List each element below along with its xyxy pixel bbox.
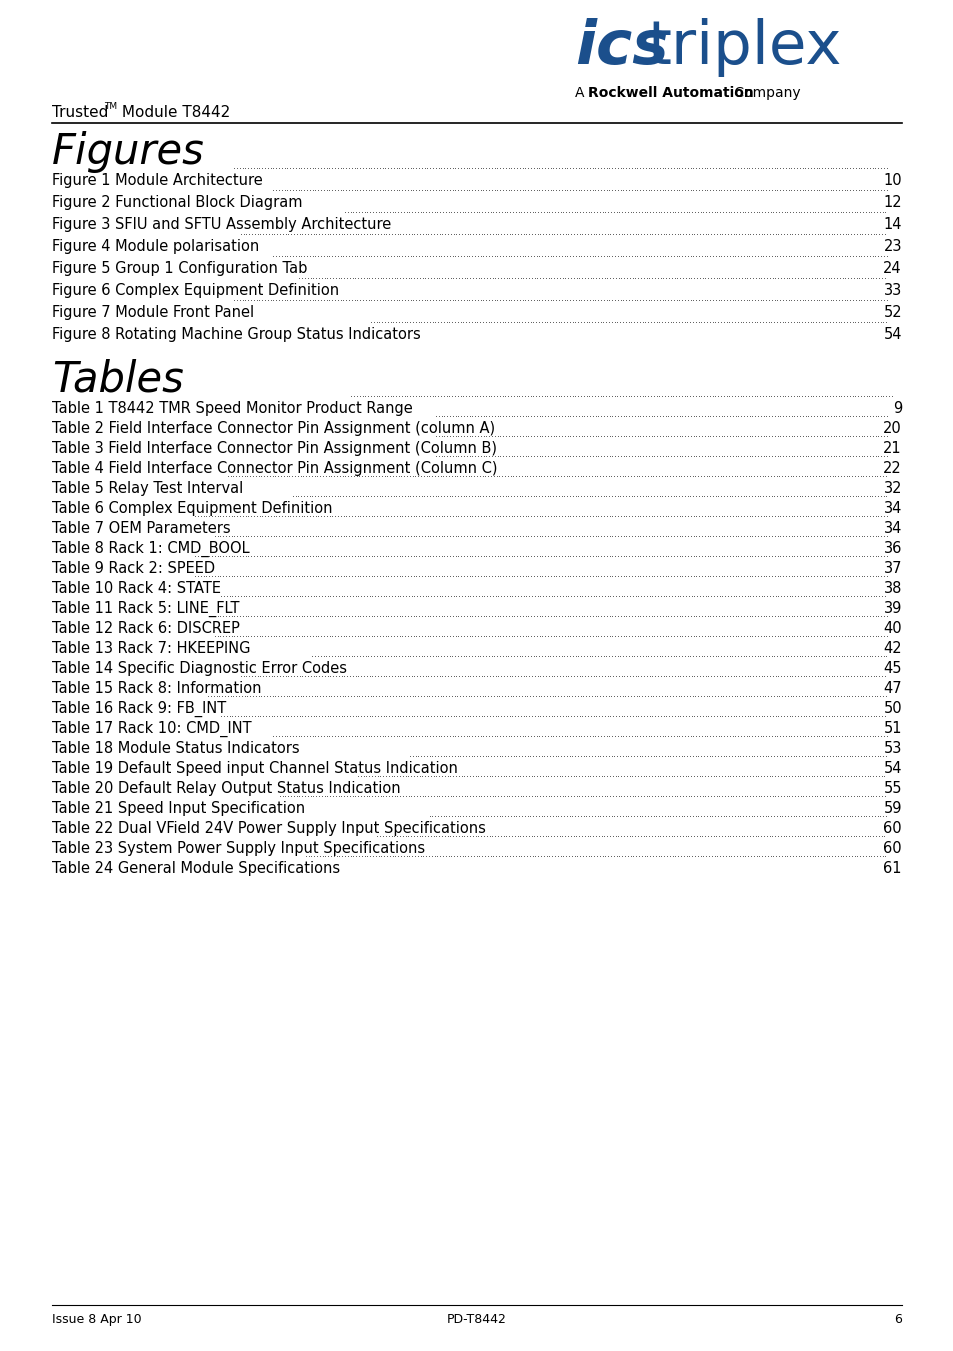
Text: Table 2 Field Interface Connector Pin Assignment (column A): Table 2 Field Interface Connector Pin As…: [52, 422, 495, 436]
Text: Table 12 Rack 6: DISCREP: Table 12 Rack 6: DISCREP: [52, 621, 244, 636]
Text: Figure 1 Module Architecture: Figure 1 Module Architecture: [52, 173, 262, 188]
Text: Table 15 Rack 8: Information: Table 15 Rack 8: Information: [52, 681, 266, 696]
Text: 34: 34: [882, 501, 901, 516]
Text: Figure 6 Complex Equipment Definition: Figure 6 Complex Equipment Definition: [52, 282, 343, 299]
Text: Table 14 Specific Diagnostic Error Codes: Table 14 Specific Diagnostic Error Codes: [52, 661, 347, 676]
Text: Table 13 Rack 7: HKEEPING: Table 13 Rack 7: HKEEPING: [52, 640, 251, 657]
Text: 54: 54: [882, 327, 901, 342]
Text: Trusted: Trusted: [52, 105, 109, 120]
Text: 37: 37: [882, 561, 901, 576]
Text: 38: 38: [882, 581, 901, 596]
Text: 52: 52: [882, 305, 901, 320]
Text: Figures: Figures: [52, 131, 205, 173]
Text: Table 20 Default Relay Output Status Indication: Table 20 Default Relay Output Status Ind…: [52, 781, 400, 796]
Text: 24: 24: [882, 261, 901, 276]
Text: Module T8442: Module T8442: [117, 105, 230, 120]
Text: 34: 34: [882, 521, 901, 536]
Text: 9: 9: [892, 401, 901, 416]
Text: Table 24 General Module Specifications: Table 24 General Module Specifications: [52, 861, 344, 875]
Text: Table 18 Module Status Indicators: Table 18 Module Status Indicators: [52, 740, 304, 757]
Text: Tables: Tables: [52, 359, 184, 401]
Text: Figure 4 Module polarisation: Figure 4 Module polarisation: [52, 239, 264, 254]
Text: 6: 6: [893, 1313, 901, 1325]
Text: 23: 23: [882, 239, 901, 254]
Text: Table 16 Rack 9: FB_INT: Table 16 Rack 9: FB_INT: [52, 701, 231, 717]
Text: Table 8 Rack 1: CMD_BOOL: Table 8 Rack 1: CMD_BOOL: [52, 540, 254, 557]
Text: Table 5 Relay Test Interval: Table 5 Relay Test Interval: [52, 481, 243, 496]
Text: 21: 21: [882, 440, 901, 457]
Text: 42: 42: [882, 640, 901, 657]
Text: Issue 8 Apr 10: Issue 8 Apr 10: [52, 1313, 141, 1325]
Text: Table 4 Field Interface Connector Pin Assignment (Column C): Table 4 Field Interface Connector Pin As…: [52, 461, 497, 476]
Text: 45: 45: [882, 661, 901, 676]
Text: Rockwell Automation: Rockwell Automation: [587, 86, 753, 100]
Text: 53: 53: [882, 740, 901, 757]
Text: 51: 51: [882, 721, 901, 736]
Text: 12: 12: [882, 195, 901, 209]
Text: TM: TM: [104, 101, 117, 111]
Text: 32: 32: [882, 481, 901, 496]
Text: 20: 20: [882, 422, 901, 436]
Text: 22: 22: [882, 461, 901, 476]
Text: Table 11 Rack 5: LINE_FLT: Table 11 Rack 5: LINE_FLT: [52, 601, 244, 617]
Text: 61: 61: [882, 861, 901, 875]
Text: 54: 54: [882, 761, 901, 775]
Text: Table 10 Rack 4: STATE: Table 10 Rack 4: STATE: [52, 581, 221, 596]
Text: Figure 3 SFIU and SFTU Assembly Architecture: Figure 3 SFIU and SFTU Assembly Architec…: [52, 218, 395, 232]
Text: Figure 8 Rotating Machine Group Status Indicators: Figure 8 Rotating Machine Group Status I…: [52, 327, 420, 342]
Text: Table 6 Complex Equipment Definition: Table 6 Complex Equipment Definition: [52, 501, 336, 516]
Text: 33: 33: [882, 282, 901, 299]
Text: Table 1 T8442 TMR Speed Monitor Product Range: Table 1 T8442 TMR Speed Monitor Product …: [52, 401, 417, 416]
Text: ics: ics: [575, 18, 668, 77]
Text: Figure 7 Module Front Panel: Figure 7 Module Front Panel: [52, 305, 258, 320]
Text: triplex: triplex: [646, 18, 841, 77]
Text: 10: 10: [882, 173, 901, 188]
Text: Table 3 Field Interface Connector Pin Assignment (Column B): Table 3 Field Interface Connector Pin As…: [52, 440, 497, 457]
Text: Table 19 Default Speed input Channel Status Indication: Table 19 Default Speed input Channel Sta…: [52, 761, 462, 775]
Text: Figure 5 Group 1 Configuration Tab: Figure 5 Group 1 Configuration Tab: [52, 261, 307, 276]
Text: A: A: [575, 86, 588, 100]
Text: 36: 36: [882, 540, 901, 557]
Text: Table 23 System Power Supply Input Specifications: Table 23 System Power Supply Input Speci…: [52, 842, 429, 857]
Text: Table 22 Dual VField 24V Power Supply Input Specifications: Table 22 Dual VField 24V Power Supply In…: [52, 821, 485, 836]
Text: 39: 39: [882, 601, 901, 616]
Text: PD-T8442: PD-T8442: [447, 1313, 506, 1325]
Text: 14: 14: [882, 218, 901, 232]
Text: 60: 60: [882, 842, 901, 857]
Text: 50: 50: [882, 701, 901, 716]
Text: Table 9 Rack 2: SPEED: Table 9 Rack 2: SPEED: [52, 561, 219, 576]
Text: Figure 2 Functional Block Diagram: Figure 2 Functional Block Diagram: [52, 195, 307, 209]
Text: 59: 59: [882, 801, 901, 816]
Text: Company: Company: [729, 86, 800, 100]
Text: 55: 55: [882, 781, 901, 796]
Text: 47: 47: [882, 681, 901, 696]
Text: Table 17 Rack 10: CMD_INT: Table 17 Rack 10: CMD_INT: [52, 721, 256, 738]
Text: Table 21 Speed Input Specification: Table 21 Speed Input Specification: [52, 801, 310, 816]
Text: 60: 60: [882, 821, 901, 836]
Text: Table 7 OEM Parameters: Table 7 OEM Parameters: [52, 521, 231, 536]
Text: 40: 40: [882, 621, 901, 636]
